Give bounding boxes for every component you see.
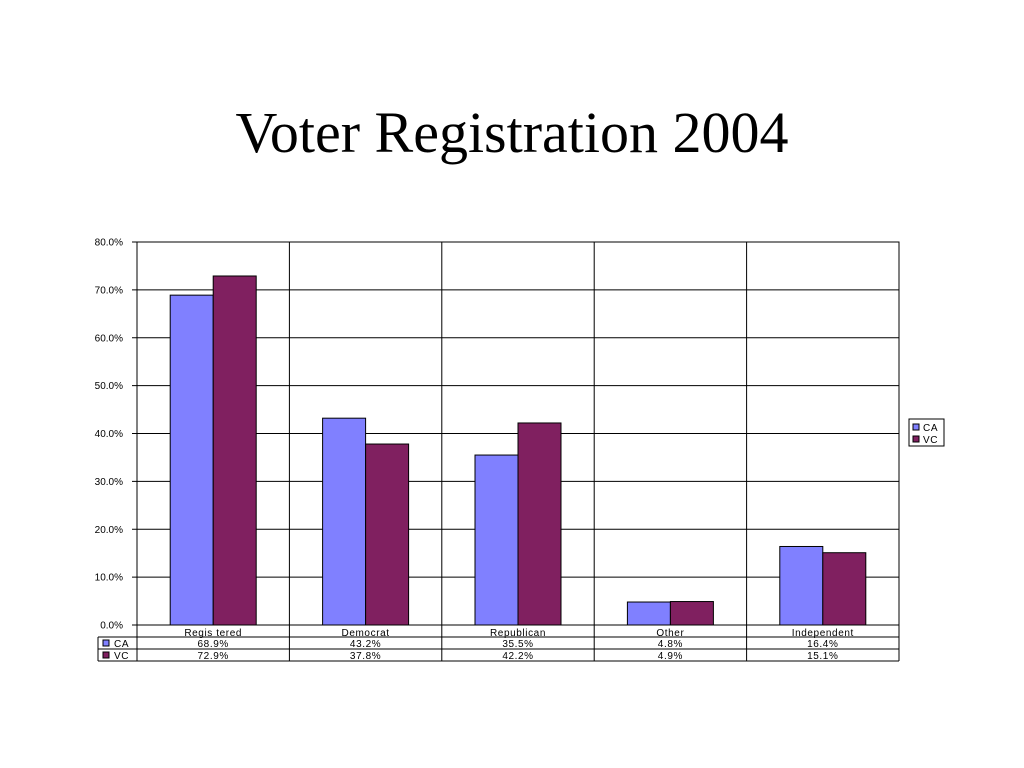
data-label-ca: 43.2% — [350, 639, 381, 650]
data-label-vc: 37.8% — [350, 651, 381, 662]
legend-label-vc: VC — [923, 435, 938, 446]
bar-ca — [474, 454, 519, 626]
y-tick-label: 40.0% — [95, 429, 123, 440]
category-label: Independent — [792, 628, 854, 639]
data-label-vc: 15.1% — [807, 651, 838, 662]
bar-ca — [779, 545, 824, 626]
y-tick-label: 80.0% — [95, 238, 123, 249]
bar-vc — [669, 601, 714, 626]
bar-ca — [169, 294, 214, 626]
bar-vc — [822, 552, 867, 626]
table-key-vc — [102, 651, 110, 659]
data-label-ca: 68.9% — [198, 639, 229, 650]
bar-vc — [517, 422, 562, 626]
bar-vc — [212, 275, 257, 626]
category-label: Other — [656, 628, 684, 639]
category-label: Regis tered — [184, 628, 242, 639]
data-label-vc: 4.9% — [658, 651, 683, 662]
category-label: Republican — [490, 628, 546, 639]
legend-key-ca — [912, 423, 920, 431]
y-tick-label: 70.0% — [95, 285, 123, 296]
y-tick-label: 30.0% — [95, 477, 123, 488]
data-label-ca: 4.8% — [658, 639, 683, 650]
data-label-vc: 42.2% — [502, 651, 533, 662]
legend-key-vc — [912, 435, 920, 443]
y-tick-label: 20.0% — [95, 525, 123, 536]
y-tick-label: 10.0% — [95, 573, 123, 584]
data-label-ca: 35.5% — [502, 639, 533, 650]
bar-ca — [626, 601, 671, 626]
data-label-vc: 72.9% — [198, 651, 229, 662]
bar-ca — [322, 417, 367, 626]
y-tick-label: 60.0% — [95, 333, 123, 344]
bar-vc — [365, 443, 410, 626]
y-tick-label: 50.0% — [95, 381, 123, 392]
slide-title: Voter Registration 2004 — [235, 100, 789, 165]
table-series-label: CA — [114, 639, 129, 650]
data-label-ca: 16.4% — [807, 639, 838, 650]
category-label: Democrat — [342, 628, 390, 639]
y-tick-label: 0.0% — [100, 621, 123, 632]
legend-label-ca: CA — [923, 423, 938, 434]
table-series-label: VC — [114, 651, 129, 662]
table-key-ca — [102, 639, 110, 647]
